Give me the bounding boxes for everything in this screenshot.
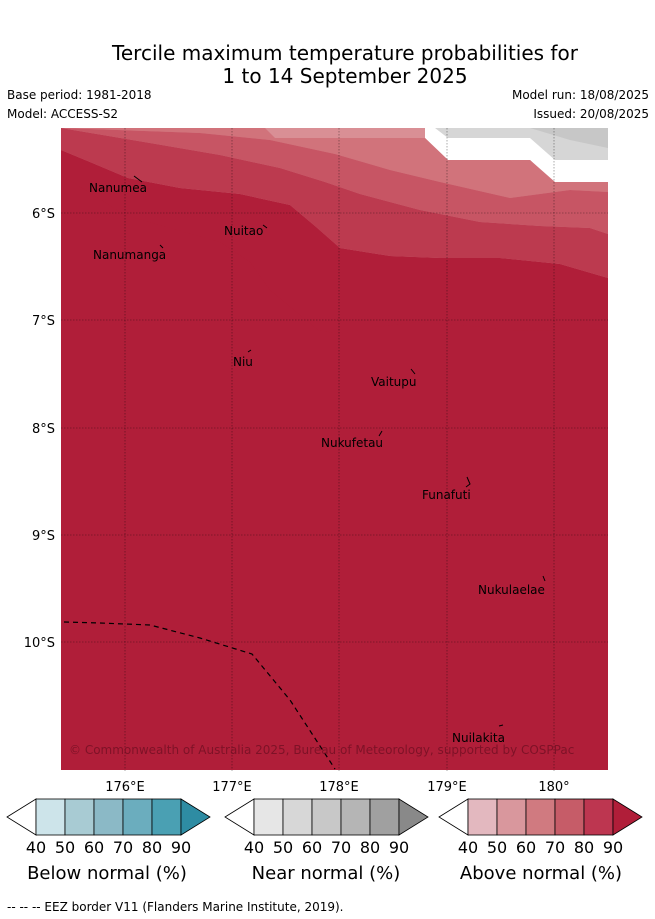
colorbar-above-low-extend (438, 798, 469, 836)
colorbar-below-tick-label: 50 (55, 838, 75, 857)
colorbar-near-normal: 40 50 60 70 80 90 (224, 798, 429, 857)
colorbar-below-low-extend (6, 798, 37, 836)
colorbar-above-tick-label: 40 (458, 838, 478, 857)
island-mark-nanumea (133, 175, 143, 183)
model-run-label: Model run: 18/08/2025 (511, 88, 649, 102)
place-label-vaitupu: Vaitupu (371, 375, 417, 389)
model-label: Model: ACCESS-S2 (7, 107, 119, 121)
colorbar-above-tick-label: 80 (574, 838, 594, 857)
lon-label-180: 180° (538, 780, 569, 795)
colorbar-above-tick-label: 70 (545, 838, 565, 857)
lat-label-9s: 9°S (32, 529, 55, 544)
above-normal-70-region (61, 128, 608, 234)
island-mark-vaitupu (410, 368, 416, 375)
place-label-niu: Niu (233, 355, 253, 369)
lat-label-8s: 8°S (32, 422, 55, 437)
place-label-nuitao: Nuitao (224, 224, 263, 238)
colorbar-above-tick-label: 90 (603, 838, 623, 857)
colorbar-near-tick-label: 40 (244, 838, 264, 857)
colorbar-near-segment (369, 798, 400, 836)
lat-label-10s: 10°S (24, 636, 55, 651)
place-label-nukulaelae: Nukulaelae (478, 583, 545, 597)
above-normal-90-core (61, 175, 608, 770)
colorbar-below-segment (151, 798, 182, 836)
island-mark-nanumanga (159, 244, 164, 249)
colorbar-near-tick-label: 70 (331, 838, 351, 857)
colorbar-above-tick-label: 60 (516, 838, 536, 857)
island-mark-nukufetau (378, 430, 383, 437)
colorbar-below-segment (35, 798, 66, 836)
colorbar-near-high-extend (398, 798, 429, 836)
issued-label: Issued: 20/08/2025 (533, 107, 649, 121)
colorbar-above-segment (467, 798, 498, 836)
colorbar-title-near: Near normal (%) (251, 863, 401, 884)
colorbar-above-segment (496, 798, 527, 836)
colorbar-near-segment (340, 798, 371, 836)
eez-footnote: -- -- -- EEZ border V11 (Flanders Marine… (7, 900, 344, 914)
colorbar-above-segment (583, 798, 614, 836)
lat-label-6s: 6°S (32, 207, 55, 222)
colorbar-above-segment (554, 798, 585, 836)
colorbar-near-tick-label: 60 (302, 838, 322, 857)
colorbar-below-tick-label: 70 (113, 838, 133, 857)
probability-field: Nanumea Nuitao Nanumanga Niu Vaitupu Nuk… (61, 128, 608, 771)
chart-title-line-1: Tercile maximum temperature probabilitie… (112, 41, 578, 65)
lat-label-7s: 7°S (32, 314, 55, 329)
eez-border (63, 621, 336, 770)
place-label-nanumanga: Nanumanga (93, 248, 166, 262)
colorbar-below-tick-label: 60 (84, 838, 104, 857)
colorbar-above-high-extend (612, 798, 643, 836)
colorbar-title-below: Below normal (%) (27, 863, 187, 884)
graticule (61, 128, 608, 771)
colorbar-near-tick-label: 80 (360, 838, 380, 857)
place-label-nuilakita: Nuilakita (452, 731, 505, 745)
island-mark-funafuti (465, 476, 471, 488)
island-marks (133, 175, 546, 727)
base-period-label: Base period: 1981-2018 (7, 88, 152, 102)
colorbar-below-high-extend (180, 798, 211, 836)
island-mark-nuilakita (498, 724, 504, 727)
island-mark-niu (247, 349, 252, 353)
colorbar-near-segment (311, 798, 342, 836)
colorbar-below-tick-label: 80 (142, 838, 162, 857)
colorbar-above-segment (525, 798, 556, 836)
colorbar-below-tick-label: 40 (26, 838, 46, 857)
lon-label-178e: 178°E (319, 780, 359, 795)
colorbar-below-normal: 40 50 60 70 80 90 (6, 798, 211, 857)
copyright-notice: © Commonwealth of Australia 2025, Bureau… (69, 743, 574, 757)
place-label-nukufetau: Nukufetau (321, 436, 383, 450)
island-mark-nukulaelae (542, 575, 546, 582)
above-normal-60-region (61, 128, 608, 198)
colorbar-below-segment (64, 798, 95, 836)
colorbar-above-tick-label: 50 (487, 838, 507, 857)
lon-label-177e: 177°E (212, 780, 252, 795)
colorbar-above-normal: 40 50 60 70 80 90 (438, 798, 643, 857)
lon-label-176e: 176°E (105, 780, 145, 795)
colorbar-near-low-extend (224, 798, 255, 836)
colorbar-near-segment (282, 798, 313, 836)
chart-title-line-2: 1 to 14 September 2025 (222, 64, 468, 88)
colorbar-below-segment (122, 798, 153, 836)
colorbar-near-tick-label: 90 (389, 838, 409, 857)
near-normal-60-region (530, 128, 608, 148)
colorbar-near-segment (253, 798, 284, 836)
place-label-nanumea: Nanumea (89, 181, 147, 195)
island-mark-nuitao (262, 224, 268, 229)
lon-label-179e: 179°E (427, 780, 467, 795)
colorbar-below-segment (93, 798, 124, 836)
place-label-funafuti: Funafuti (422, 488, 471, 502)
colorbar-below-tick-label: 90 (171, 838, 191, 857)
colorbar-title-above: Above normal (%) (459, 863, 623, 884)
colorbar-near-tick-label: 50 (273, 838, 293, 857)
above-normal-80-region (61, 128, 608, 278)
